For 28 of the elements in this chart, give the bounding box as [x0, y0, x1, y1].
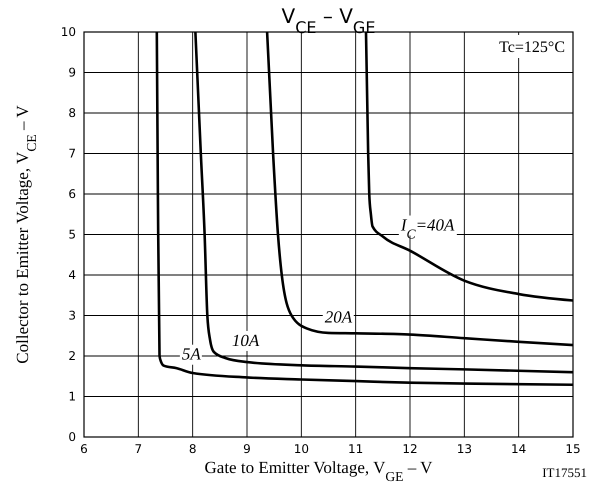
- y-tick-label: 2: [68, 349, 76, 363]
- annotation: Tc=125°C: [499, 39, 565, 56]
- y-tick-label: 1: [68, 390, 76, 404]
- series-label: 5A: [182, 344, 202, 364]
- y-tick-label: 3: [68, 308, 76, 322]
- y-tick-label: 8: [68, 106, 76, 120]
- x-tick-label: 12: [402, 442, 418, 456]
- x-tick-label: 6: [80, 442, 88, 456]
- series-label: 20A: [324, 307, 353, 326]
- x-tick-label: 9: [243, 442, 251, 456]
- x-tick-label: 15: [565, 442, 581, 456]
- y-tick-label: 9: [68, 66, 76, 80]
- y-tick-label: 10: [60, 25, 76, 39]
- series-label: 10A: [232, 330, 260, 350]
- x-tick-label: 13: [456, 442, 472, 456]
- y-tick-label: 0: [68, 430, 76, 444]
- y-tick-label: 7: [68, 146, 76, 160]
- series-label: I$_{C}$=40A: [400, 216, 456, 242]
- x-tick-label: 14: [511, 442, 526, 456]
- x-tick-label: 11: [348, 442, 364, 456]
- y-tick-label: 6: [68, 187, 76, 201]
- x-tick-label: 10: [294, 442, 309, 456]
- x-tick-label: 8: [188, 442, 196, 456]
- x-axis-title: Gate to Emitter Voltage, V$_{GE}$ – V: [204, 458, 434, 484]
- y-tick-label: 5: [68, 228, 76, 242]
- text: IT17551: [542, 465, 587, 480]
- y-tick-label: 4: [68, 268, 76, 282]
- x-tick-label: 7: [134, 442, 142, 456]
